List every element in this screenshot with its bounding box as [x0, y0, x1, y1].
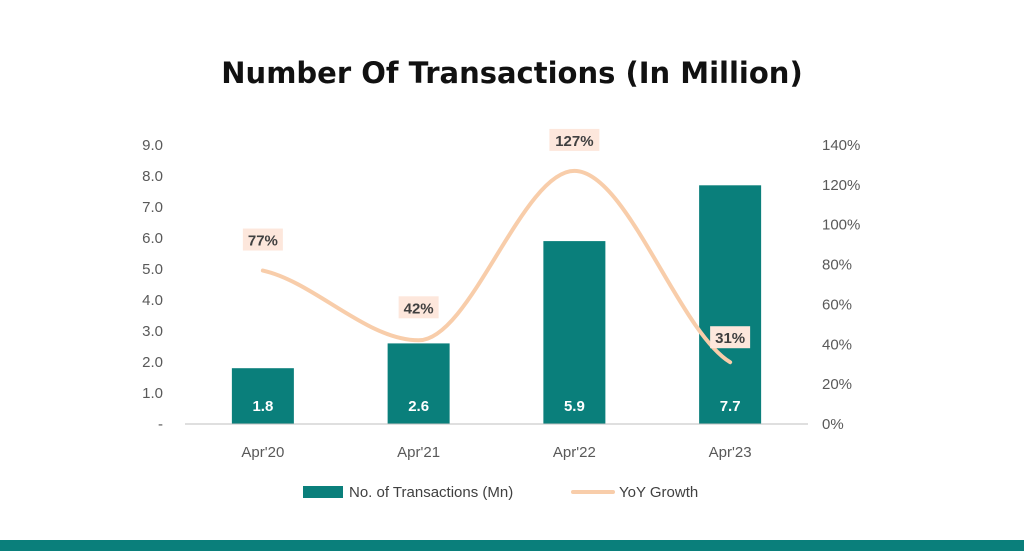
right-tick-label-7: 140%	[822, 137, 860, 154]
legend: No. of Transactions (Mn) YoY Growth	[303, 484, 698, 501]
category-label-1: Apr'21	[397, 444, 440, 461]
left-tick-label-0: -	[158, 416, 163, 433]
line-layer	[260, 168, 733, 365]
right-tick-label-3: 60%	[822, 296, 852, 313]
bar-1	[387, 343, 450, 424]
category-label-3: Apr'23	[709, 444, 752, 461]
bar-value-label-1: 2.6	[408, 398, 429, 415]
bar-3	[699, 185, 762, 424]
category-label-0: Apr'20	[241, 444, 284, 461]
bar-value-label-3: 7.7	[720, 398, 741, 415]
growth-label-box-2	[549, 128, 600, 151]
bar-value-label-2: 5.9	[564, 398, 585, 415]
growth-label-box-3	[710, 326, 751, 349]
growth-label-1: 42%	[404, 300, 434, 317]
left-tick-label-2: 2.0	[142, 354, 163, 371]
growth-label-2: 127%	[555, 133, 593, 150]
bar-0	[231, 368, 294, 424]
growth-label-0: 77%	[248, 233, 278, 250]
growth-label-3: 31%	[715, 330, 745, 347]
yoy-growth-line	[260, 168, 733, 365]
axes-layer: - 1.0 2.0 3.0 4.0 5.0 6.0 7.0 8.0 9.0 0% 20% 40% 60% 8…	[142, 137, 860, 461]
left-tick-label-1: 1.0	[142, 385, 163, 402]
growth-label-box-1	[398, 296, 439, 319]
left-tick-label-5: 5.0	[142, 261, 163, 278]
labels-layer: 1.8 2.6 5.9 7.7 77% 42% 127% 31%	[242, 128, 751, 415]
bars-layer	[231, 185, 762, 424]
right-tick-label-6: 120%	[822, 177, 860, 194]
right-tick-label-5: 100%	[822, 217, 860, 234]
left-tick-label-9: 9.0	[142, 137, 163, 154]
legend-label-bars: No. of Transactions (Mn)	[349, 484, 513, 501]
right-tick-label-2: 40%	[822, 336, 852, 353]
chart-title: Number Of Transactions (In Million)	[221, 56, 803, 90]
legend-label-line: YoY Growth	[619, 484, 698, 501]
left-tick-label-7: 7.0	[142, 199, 163, 216]
left-tick-label-8: 8.0	[142, 168, 163, 185]
left-tick-label-4: 4.0	[142, 292, 163, 309]
right-tick-label-0: 0%	[822, 416, 844, 433]
bar-value-label-0: 1.8	[252, 398, 273, 415]
left-tick-label-6: 6.0	[142, 230, 163, 247]
left-tick-label-3: 3.0	[142, 323, 163, 340]
legend-swatch-bars	[303, 486, 343, 498]
bar-2	[543, 241, 606, 424]
right-tick-label-4: 80%	[822, 257, 852, 274]
category-label-2: Apr'22	[553, 444, 596, 461]
growth-label-box-0	[242, 228, 283, 251]
bottom-accent-band	[0, 540, 1024, 551]
right-tick-label-1: 20%	[822, 376, 852, 393]
